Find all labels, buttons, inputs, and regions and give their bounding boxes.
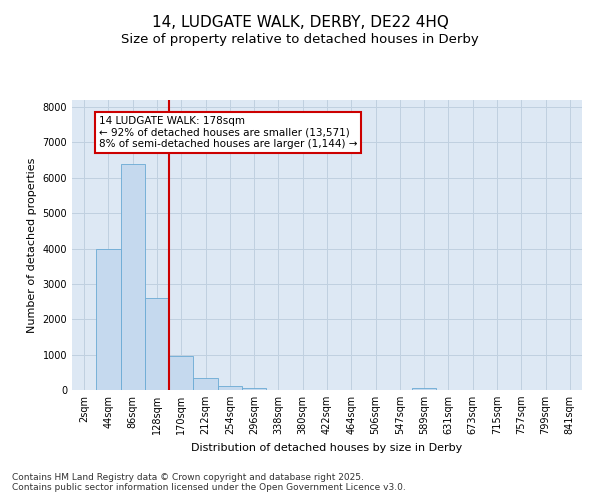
Text: Contains HM Land Registry data © Crown copyright and database right 2025.
Contai: Contains HM Land Registry data © Crown c… xyxy=(12,473,406,492)
Bar xyxy=(242,388,266,390)
Bar xyxy=(193,378,218,390)
Y-axis label: Number of detached properties: Number of detached properties xyxy=(27,158,37,332)
Text: 14 LUDGATE WALK: 178sqm
← 92% of detached houses are smaller (13,571)
8% of semi: 14 LUDGATE WALK: 178sqm ← 92% of detache… xyxy=(99,116,357,149)
Bar xyxy=(218,386,242,390)
Bar xyxy=(169,356,193,390)
Bar xyxy=(121,164,145,390)
Bar xyxy=(145,298,169,390)
Text: 14, LUDGATE WALK, DERBY, DE22 4HQ: 14, LUDGATE WALK, DERBY, DE22 4HQ xyxy=(152,15,448,30)
X-axis label: Distribution of detached houses by size in Derby: Distribution of detached houses by size … xyxy=(191,442,463,452)
Bar xyxy=(96,248,121,390)
Text: Size of property relative to detached houses in Derby: Size of property relative to detached ho… xyxy=(121,32,479,46)
Bar xyxy=(412,388,436,390)
